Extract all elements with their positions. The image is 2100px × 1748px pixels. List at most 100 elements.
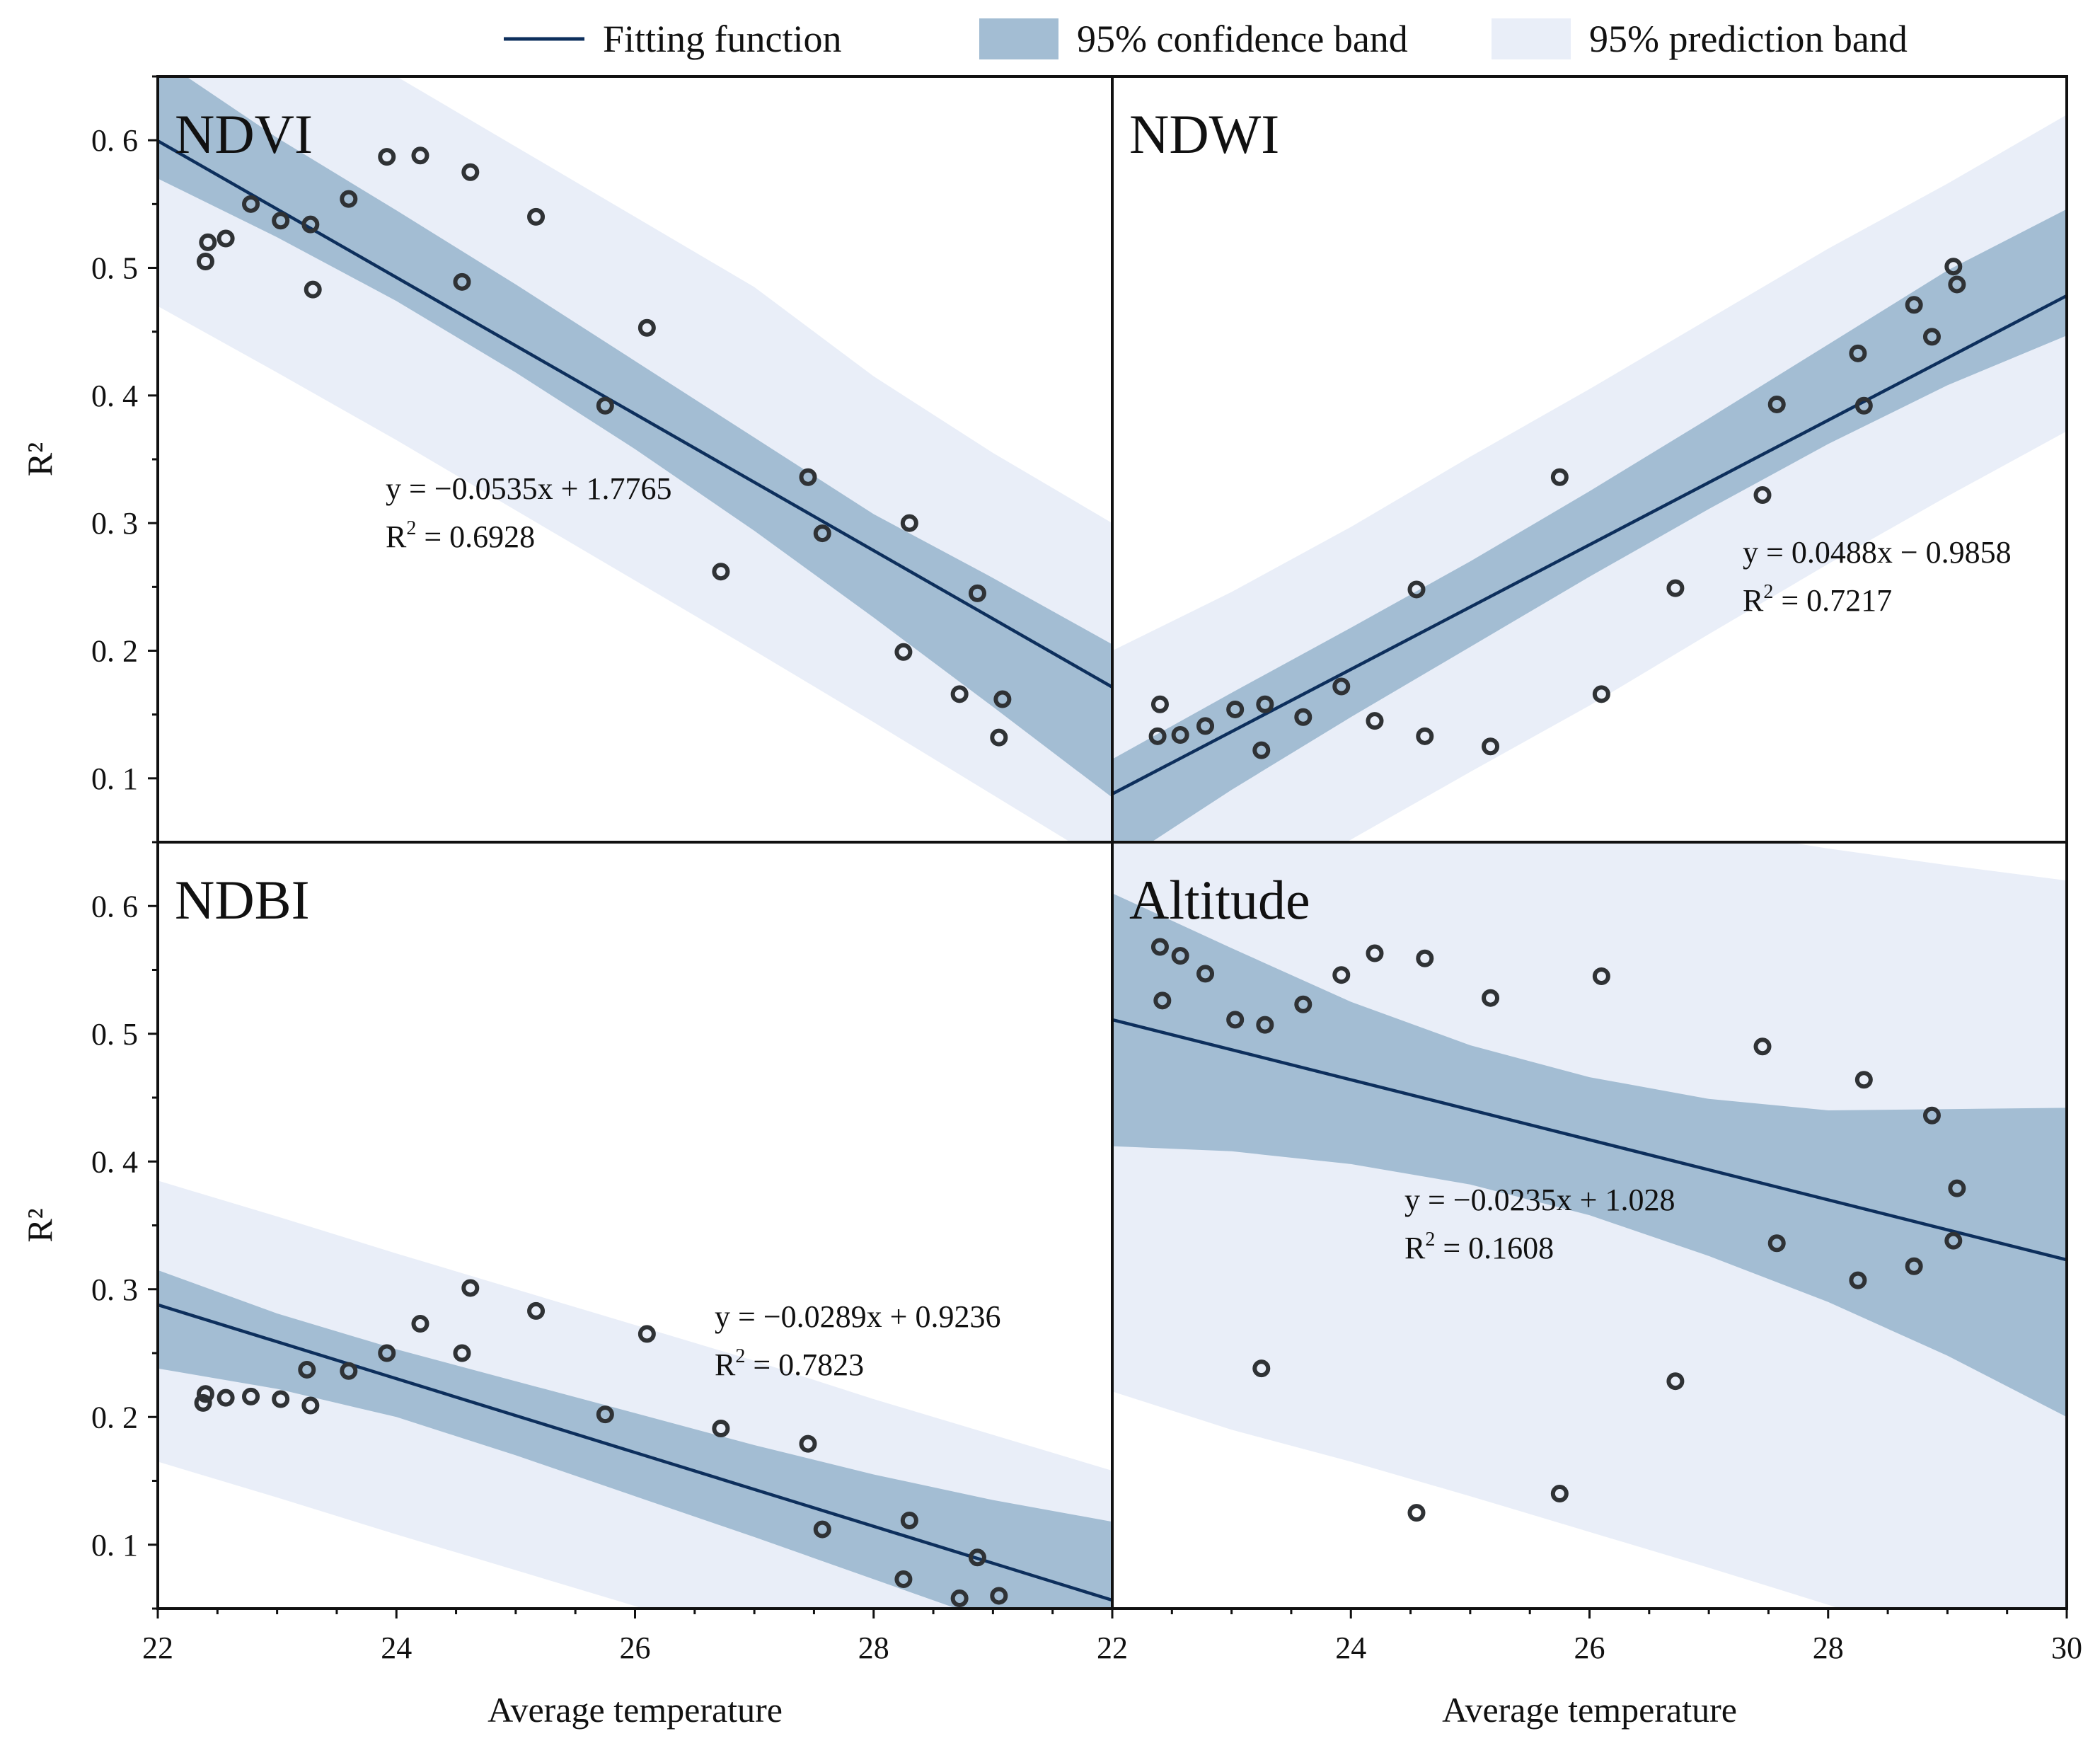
ndvi-y-tick-label: 0. 3 bbox=[91, 506, 138, 541]
altitude-data-point bbox=[1407, 1504, 1426, 1522]
ndwi-data-point bbox=[1922, 328, 1941, 346]
altitude-data-point bbox=[1226, 1011, 1245, 1029]
altitude-data-point bbox=[1666, 1372, 1685, 1391]
ndbi-data-point bbox=[527, 1301, 546, 1320]
altitude-data-point bbox=[1922, 1106, 1941, 1125]
ndbi-y-tick-label: 0. 4 bbox=[91, 1144, 138, 1179]
ndbi-data-point bbox=[596, 1405, 614, 1424]
ndvi-data-point bbox=[900, 514, 918, 532]
ndwi-confidence-band bbox=[1112, 209, 2067, 842]
ndbi-x-tick-label: 22 bbox=[142, 1631, 173, 1665]
altitude-data-point bbox=[1905, 1257, 1923, 1275]
altitude-data-point bbox=[1196, 965, 1215, 983]
ndvi-y-tick-label: 0. 6 bbox=[91, 123, 138, 158]
ndvi-y-tick-label: 0. 2 bbox=[91, 634, 138, 669]
ndbi-y-tick-label: 0. 1 bbox=[91, 1528, 138, 1563]
altitude-data-point bbox=[1767, 1234, 1786, 1253]
ndvi-confidence-band bbox=[158, 76, 1112, 798]
altitude-data-point bbox=[1416, 949, 1434, 967]
ndwi-r-squared: R2 = 0.7217 bbox=[1743, 581, 1892, 618]
ndbi-equation: y = −0.0289x + 0.9236 bbox=[715, 1299, 1000, 1334]
panel-altitude: Altitude y = −0.0235x + 1.028 R2 = 0.1608 2… bbox=[1097, 841, 2082, 1730]
ndvi-r-squared: R2 = 0.6928 bbox=[386, 517, 535, 554]
altitude-x-tick-label: 30 bbox=[2051, 1631, 2082, 1665]
ndwi-data-point bbox=[1753, 485, 1772, 504]
ndvi-data-point bbox=[304, 280, 322, 299]
ndbi-r-squared: R2 = 0.7823 bbox=[715, 1345, 864, 1382]
ndwi-data-point bbox=[1948, 275, 1966, 294]
ndwi-data-point bbox=[1332, 677, 1351, 696]
legend: Fitting function 95% confidence band 95%… bbox=[504, 18, 1908, 60]
altitude-data-point bbox=[1753, 1037, 1772, 1056]
ndvi-y-tick-label: 0. 5 bbox=[91, 251, 138, 286]
ndbi-y-tick-label: 0. 2 bbox=[91, 1400, 138, 1434]
altitude-frame bbox=[1111, 841, 2068, 1610]
altitude-data-point bbox=[1849, 1271, 1867, 1289]
ndbi-data-point bbox=[968, 1548, 986, 1567]
ndwi-data-point bbox=[1252, 741, 1271, 759]
altitude-data-point bbox=[1294, 995, 1312, 1013]
altitude-data-point bbox=[1482, 989, 1500, 1007]
ndwi-data-point bbox=[1944, 258, 1963, 276]
altitude-data-point bbox=[1332, 966, 1351, 984]
ndbi-data-point bbox=[301, 1396, 320, 1415]
ndbi-data-point bbox=[900, 1511, 918, 1529]
altitude-x-tick-label: 26 bbox=[1574, 1631, 1605, 1665]
ndwi-data-point bbox=[1150, 695, 1169, 713]
altitude-x-tick-label: 24 bbox=[1335, 1631, 1366, 1665]
ndbi-data-point bbox=[411, 1314, 429, 1333]
ndvi-fit-line bbox=[158, 139, 1112, 689]
ndvi-data-point bbox=[813, 524, 831, 543]
ndwi-data-point bbox=[1767, 395, 1786, 413]
ndvi-data-point bbox=[461, 163, 480, 181]
ndwi-data-point bbox=[1226, 700, 1245, 718]
ndwi-data-point bbox=[1416, 727, 1434, 745]
ndbi-data-point bbox=[194, 1393, 212, 1412]
ndbi-data-point bbox=[813, 1520, 831, 1539]
altitude-confidence-band bbox=[1112, 893, 2067, 1418]
altitude-panel-title: Altitude bbox=[1129, 869, 1310, 931]
ndwi-data-point bbox=[1482, 737, 1500, 756]
ndbi-data-point bbox=[990, 1587, 1008, 1605]
ndvi-data-point bbox=[894, 643, 913, 661]
ndvi-equation: y = −0.0535x + 1.7765 bbox=[386, 471, 671, 506]
ndwi-fit-line bbox=[1112, 294, 2067, 795]
ndbi-data-point bbox=[950, 1589, 969, 1608]
ndvi-data-point bbox=[799, 468, 817, 486]
ndbi-x-axis-label: Average temperature bbox=[487, 1690, 783, 1730]
panel-ndbi: NDBI y = −0.0289x + 0.9236 R2 = 0.7823 0. 1… bbox=[20, 841, 1114, 1730]
legend-prediction-label: 95% prediction band bbox=[1589, 18, 1908, 60]
ndbi-data-point bbox=[340, 1362, 358, 1380]
altitude-fit-line bbox=[1112, 1018, 2067, 1262]
altitude-data-point bbox=[1256, 1016, 1274, 1034]
ndbi-data-point bbox=[242, 1387, 260, 1405]
ndvi-data-point bbox=[301, 215, 320, 234]
ndbi-confidence-band bbox=[158, 1270, 1112, 1609]
ndvi-y-tick-label: 0. 4 bbox=[91, 379, 138, 413]
ndbi-data-point bbox=[378, 1344, 396, 1362]
altitude-r-squared: R2 = 0.1608 bbox=[1404, 1229, 1554, 1265]
ndwi-data-point bbox=[1148, 727, 1167, 745]
ndvi-data-point bbox=[199, 233, 217, 251]
ndbi-data-point bbox=[894, 1570, 913, 1588]
ndvi-data-point bbox=[411, 146, 429, 165]
ndwi-data-point bbox=[1366, 712, 1384, 730]
ndbi-y-tick-label: 0. 3 bbox=[91, 1272, 138, 1307]
ndwi-data-point bbox=[1171, 726, 1189, 744]
legend-fit-label: Fitting function bbox=[603, 18, 842, 60]
ndvi-data-point bbox=[340, 190, 358, 208]
ndbi-x-tick-label: 26 bbox=[620, 1631, 651, 1665]
ndvi-data-point bbox=[638, 318, 656, 337]
ndbi-x-tick-label: 24 bbox=[381, 1631, 412, 1665]
altitude-equation: y = −0.0235x + 1.028 bbox=[1404, 1183, 1675, 1217]
ndbi-plot-area bbox=[158, 1180, 1112, 1609]
ndbi-data-point bbox=[453, 1344, 471, 1362]
ndvi-data-point bbox=[217, 229, 235, 248]
ndbi-y-tick-label: 0. 6 bbox=[91, 889, 138, 924]
ndvi-panel-title: NDVI bbox=[175, 103, 313, 165]
ndvi-data-point bbox=[596, 396, 614, 415]
altitude-data-point bbox=[1944, 1231, 1963, 1250]
ndwi-data-point bbox=[1849, 344, 1867, 362]
ndvi-data-point bbox=[527, 207, 546, 226]
